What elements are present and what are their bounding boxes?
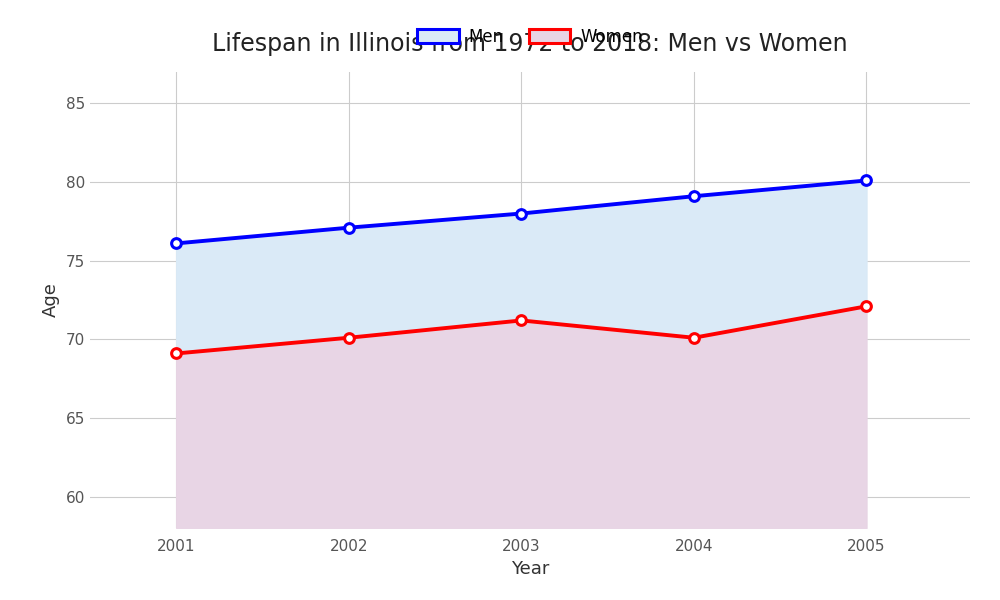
- Y-axis label: Age: Age: [42, 283, 60, 317]
- X-axis label: Year: Year: [511, 560, 549, 578]
- Title: Lifespan in Illinois from 1972 to 2018: Men vs Women: Lifespan in Illinois from 1972 to 2018: …: [212, 32, 848, 56]
- Legend: Men, Women: Men, Women: [410, 21, 650, 52]
